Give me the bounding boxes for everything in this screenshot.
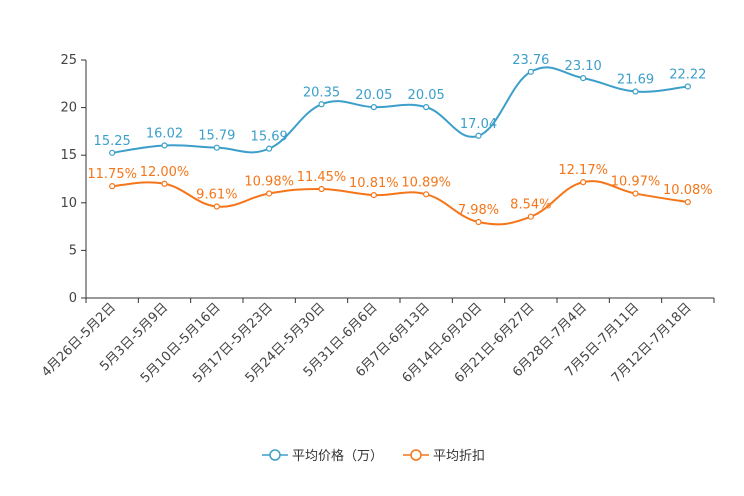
data-point[interactable]	[318, 101, 325, 108]
y-tick-label: 5	[69, 243, 77, 258]
data-label: 15.25	[94, 134, 131, 149]
y-tick-label: 25	[60, 53, 77, 68]
data-label: 20.35	[303, 85, 340, 100]
y-tick-label: 15	[60, 148, 77, 163]
data-point[interactable]	[370, 104, 377, 111]
data-point[interactable]	[161, 142, 168, 149]
data-label: 16.02	[146, 126, 183, 141]
data-point[interactable]	[266, 190, 273, 197]
data-point[interactable]	[684, 83, 691, 90]
legend-label: 平均价格（万）	[292, 448, 383, 464]
data-point[interactable]	[632, 190, 639, 197]
legend-marker-icon	[410, 449, 422, 461]
data-label: 10.97%	[611, 175, 661, 190]
data-point[interactable]	[213, 144, 220, 151]
data-labels: 15.25 16.02 15.79 15.69 20.35 20.05 20.05 17.04…	[87, 53, 712, 218]
series-line-2	[112, 180, 688, 226]
data-label: 11.45%	[297, 170, 347, 185]
data-label: 20.05	[408, 88, 445, 103]
data-point[interactable]	[423, 104, 430, 111]
data-label: 20.05	[355, 88, 392, 103]
data-label: 11.75%	[87, 167, 137, 182]
data-label: 17.04	[460, 117, 497, 132]
data-label: 9.61%	[196, 188, 237, 203]
data-label: 15.69	[251, 130, 288, 145]
data-point[interactable]	[475, 132, 482, 139]
y-tick-label: 0	[69, 291, 77, 306]
data-point[interactable]	[475, 218, 482, 226]
data-label: 10.08%	[663, 183, 713, 198]
legend-marker-icon	[269, 449, 281, 461]
data-label: 23.10	[565, 59, 602, 74]
data-point[interactable]	[580, 74, 587, 82]
data-point[interactable]	[370, 191, 377, 199]
data-label: 22.22	[669, 67, 706, 82]
series-layer	[109, 66, 691, 226]
data-label: 7.98%	[458, 203, 499, 218]
data-label: 12.17%	[558, 163, 608, 178]
data-point[interactable]	[318, 185, 325, 193]
data-point[interactable]	[266, 145, 273, 152]
data-point[interactable]	[109, 183, 116, 190]
legend-item-1[interactable]: 平均价格（万）	[262, 448, 383, 464]
y-tick-label: 20	[60, 101, 77, 116]
data-label: 12.00%	[140, 165, 190, 180]
data-point[interactable]	[527, 213, 534, 220]
data-point[interactable]	[684, 198, 691, 206]
data-point[interactable]	[213, 203, 220, 210]
data-label: 23.76	[512, 53, 549, 68]
data-point[interactable]	[527, 68, 534, 75]
legend-item-2[interactable]: 平均折扣	[403, 449, 485, 464]
data-label: 21.69	[617, 73, 654, 88]
data-point[interactable]	[580, 179, 587, 186]
data-label: 10.81%	[349, 176, 399, 191]
data-point[interactable]	[632, 88, 639, 95]
data-label: 10.89%	[401, 175, 451, 190]
data-point[interactable]	[161, 180, 168, 187]
legend[interactable]: 平均价格（万） 平均折扣	[262, 448, 485, 464]
data-label: 10.98%	[244, 174, 294, 189]
data-point[interactable]	[423, 191, 430, 198]
y-tick-label: 10	[60, 196, 77, 211]
data-point[interactable]	[109, 149, 116, 156]
legend-label: 平均折扣	[433, 449, 485, 464]
data-label: 8.54%	[510, 198, 551, 213]
data-label: 15.79	[198, 129, 235, 144]
